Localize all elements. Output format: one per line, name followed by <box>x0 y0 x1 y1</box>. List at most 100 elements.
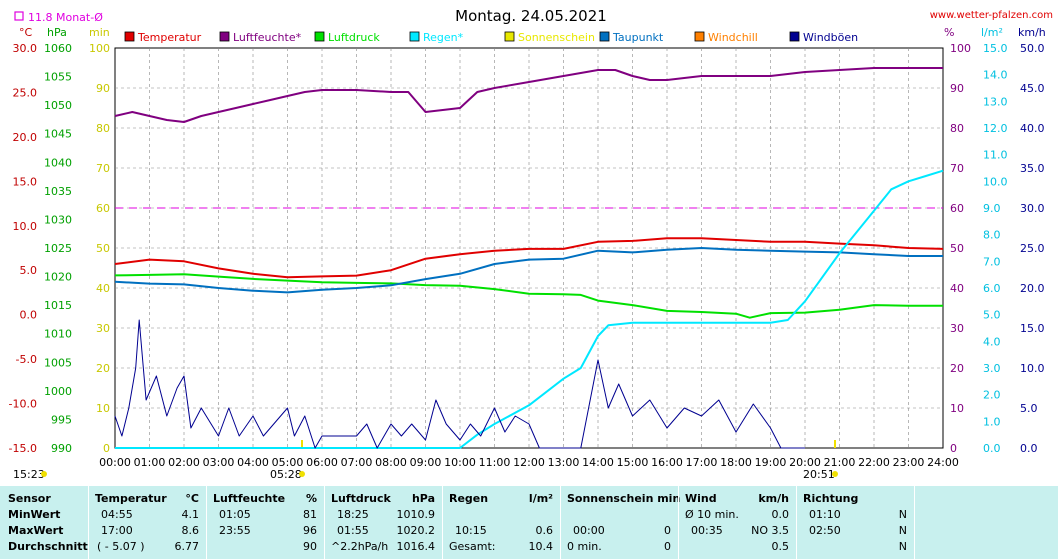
pressure-axis-unit: hPa <box>47 26 67 39</box>
pressure-axis-tick: 1045 <box>44 128 72 141</box>
sunset-label: 20:51 <box>803 468 835 481</box>
x-tick-label: 03:00 <box>203 456 235 469</box>
hum-max-time: 23:55 <box>219 524 251 537</box>
pressure-axis-tick: 995 <box>51 413 72 426</box>
header-direction: Richtung <box>803 492 859 505</box>
hum-avg-value: 90 <box>303 540 317 553</box>
temp-axis-tick: 20.0 <box>13 131 38 144</box>
minutes-axis-tick: 80 <box>96 122 110 135</box>
legend-label: Temperatur <box>137 31 202 44</box>
pressure-axis-tick: 1035 <box>44 185 72 198</box>
stats-sensor-column: Sensor MinWert MaxWert Durchschnitt <box>0 486 88 559</box>
x-tick-label: 04:00 <box>237 456 269 469</box>
temp-axis-tick: -5.0 <box>16 353 37 366</box>
wind-axis-tick: 30.0 <box>1020 202 1045 215</box>
wind-axis-tick: 40.0 <box>1020 122 1045 135</box>
legend-swatch <box>314 31 325 42</box>
legend-label: Luftdruck <box>328 31 380 44</box>
x-tick-label: 11:00 <box>479 456 511 469</box>
rain-total-value: 10.4 <box>528 540 554 553</box>
pressure-axis-tick: 990 <box>51 442 72 455</box>
legend-swatch <box>409 31 420 42</box>
rain-axis-tick: 4.0 <box>983 335 1001 348</box>
wind-axis-tick: 0.0 <box>1020 442 1038 455</box>
humidity-axis-tick: 10 <box>950 402 964 415</box>
sunrise-sun-icon <box>299 471 305 477</box>
minutes-axis-tick: 50 <box>96 242 110 255</box>
rain-axis-tick: 0.0 <box>983 442 1001 455</box>
pressure-axis-tick: 1005 <box>44 356 72 369</box>
humidity-axis-unit: % <box>944 26 954 39</box>
temp-avg-value: 6.77 <box>174 540 200 553</box>
pressure-axis-tick: 1015 <box>44 299 72 312</box>
wind-axis-tick: 50.0 <box>1020 42 1045 55</box>
current-time-label: 15:23 <box>13 468 45 481</box>
x-tick-label: 21:00 <box>824 456 856 469</box>
rain-axis-tick: 3.0 <box>983 362 1001 375</box>
sunrise-label: 05:28 <box>270 468 302 481</box>
temp-avg-time: ( - 5.07 ) <box>97 540 145 553</box>
humidity-axis-tick: 60 <box>950 202 964 215</box>
x-tick-label: 19:00 <box>755 456 787 469</box>
temp-axis-tick: -15.0 <box>9 442 37 455</box>
legend-swatch <box>504 31 515 42</box>
rain-axis-tick: 13.0 <box>983 95 1008 108</box>
pressure-axis-tick: 1055 <box>44 71 72 84</box>
sun-max-time: 00:00 <box>573 524 605 537</box>
pressure-axis-tick: 1050 <box>44 99 72 112</box>
x-tick-label: 07:00 <box>341 456 373 469</box>
x-tick-label: 15:00 <box>617 456 649 469</box>
minutes-axis-tick: 70 <box>96 162 110 175</box>
wind-axis-unit: km/h <box>1018 26 1046 39</box>
x-tick-label: 18:00 <box>720 456 752 469</box>
pressure-axis-tick: 1025 <box>44 242 72 255</box>
wind-axis-tick: 35.0 <box>1020 162 1045 175</box>
wind-axis-tick: 15.0 <box>1020 322 1045 335</box>
series-line-humidity <box>114 67 943 123</box>
pressure-axis-tick: 1000 <box>44 385 72 398</box>
rain-axis-tick: 8.0 <box>983 229 1001 242</box>
temp-axis-tick: 15.0 <box>13 175 38 188</box>
rain-axis-tick: 12.0 <box>983 122 1008 135</box>
stats-sunshine-column: Sonnenschein min 00:00 0 0 min. 0 <box>560 486 681 559</box>
legend-label: Windchill <box>708 31 758 44</box>
temp-axis-tick: 5.0 <box>20 264 38 277</box>
stats-temperature-column: Temperatur °C 04:55 4.1 17:00 8.6 ( - 5.07 … <box>88 486 207 559</box>
series-line-rain <box>115 169 944 449</box>
header-hum-unit: % <box>305 492 317 505</box>
pressure-axis-tick: 1020 <box>44 271 72 284</box>
wind-avg-label: Ø 10 min. <box>685 508 739 521</box>
header-rain-unit: l/m² <box>528 492 553 505</box>
humidity-axis-tick: 30 <box>950 322 964 335</box>
humidity-axis-tick: 50 <box>950 242 964 255</box>
x-tick-label: 14:00 <box>582 456 614 469</box>
header-sunshine: Sonnenschein min <box>567 492 681 505</box>
legend-label: Sonnenschein <box>518 31 595 44</box>
series-line-dewpoint <box>114 247 943 294</box>
series-line-temperature <box>114 237 944 279</box>
wind-axis-tick: 25.0 <box>1020 242 1045 255</box>
legend-swatch <box>694 31 705 42</box>
wind-avg-value: 0.5 <box>771 540 790 553</box>
wind-axis-tick: 20.0 <box>1020 282 1045 295</box>
stats-humidity-column: Luftfeuchte% 01:05 81 23:55 96 90 <box>206 486 325 559</box>
humidity-axis-tick: 70 <box>950 162 964 175</box>
temp-min-time: 04:55 <box>101 508 133 521</box>
x-tick-label: 16:00 <box>651 456 683 469</box>
x-tick-label: 17:00 <box>686 456 718 469</box>
hum-min-time: 01:05 <box>219 508 251 521</box>
site-label: www.wetter-pfalzen.com <box>930 10 1053 21</box>
legend-label: Windböen <box>803 31 858 44</box>
rain-max-time: 10:15 <box>455 524 487 537</box>
sunset-sun-icon <box>832 471 838 477</box>
header-rain: Regen <box>449 492 489 505</box>
header-temperature: Temperatur <box>95 492 167 505</box>
rain-axis-tick: 10.0 <box>983 175 1008 188</box>
x-tick-label: 10:00 <box>444 456 476 469</box>
minutes-axis-tick: 40 <box>96 282 110 295</box>
rain-axis-tick: 2.0 <box>983 389 1001 402</box>
minutes-axis-tick: 100 <box>89 42 110 55</box>
statistics-table: Sensor MinWert MaxWert Durchschnitt Temp… <box>0 486 1058 559</box>
row-label-min: MinWert <box>8 508 61 521</box>
humidity-axis-tick: 40 <box>950 282 964 295</box>
